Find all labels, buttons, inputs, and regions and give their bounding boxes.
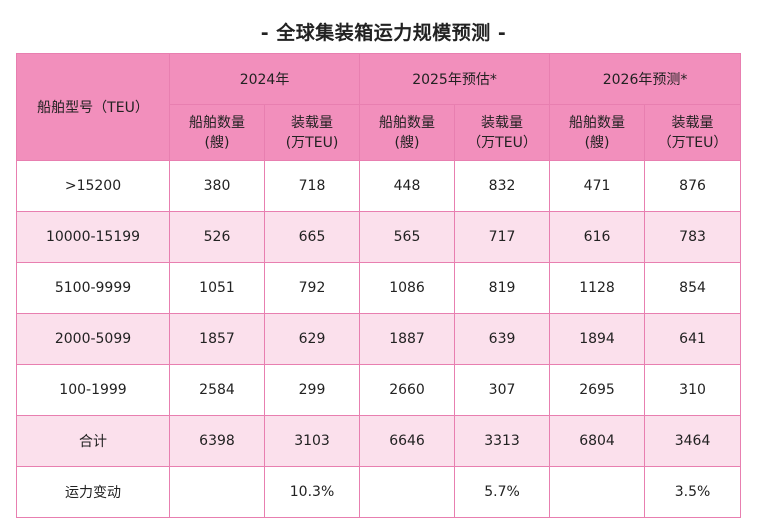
metric-header-line2: （万TEU）: [467, 134, 537, 151]
table-cell: 1894: [549, 313, 646, 365]
table-row: 10000-15199 526 665 565 717 616 783: [16, 211, 742, 263]
row-label: 合计: [16, 415, 170, 467]
table-cell: 718: [263, 160, 361, 212]
metric-header: 装载量 （万TEU）: [454, 104, 551, 161]
table-cell: 3.5%: [644, 466, 742, 518]
metric-header-line2: (万TEU): [285, 134, 339, 151]
table-cell: 1128: [549, 262, 646, 314]
table-cell: 310: [644, 364, 742, 416]
metric-header-line2: (艘): [394, 134, 420, 151]
table-cell: 307: [454, 364, 551, 416]
table-cell: 299: [263, 364, 361, 416]
metric-header: 船舶数量 (艘): [549, 104, 646, 161]
capacity-table: 船舶型号（TEU） 2024年 2025年预估* 2026年预测* 船舶数量 (艘…: [16, 53, 742, 518]
table-cell: 565: [359, 211, 456, 263]
table-cell: 854: [644, 262, 742, 314]
table-cell: 832: [454, 160, 551, 212]
row-header-label: 船舶型号（TEU）: [16, 53, 170, 161]
table-cell: 1051: [169, 262, 265, 314]
table-row: 100-1999 2584 299 2660 307 2695 310: [16, 364, 742, 416]
table-cell: 1887: [359, 313, 456, 365]
row-label: >15200: [16, 160, 170, 212]
table-cell: 471: [549, 160, 646, 212]
table-cell: 819: [454, 262, 551, 314]
metric-header: 装载量 (万TEU): [263, 104, 361, 161]
table-cell: 3313: [454, 415, 551, 467]
table-cell: 629: [263, 313, 361, 365]
year-header: 2025年预估*: [359, 53, 551, 105]
table-cell: 717: [454, 211, 551, 263]
table-cell: 1086: [359, 262, 456, 314]
metric-header-line1: 船舶数量: [569, 114, 626, 131]
total-row: 合计 6398 3103 6646 3313 6804 3464: [16, 415, 742, 467]
table-cell: 2695: [549, 364, 646, 416]
table-cell: 526: [169, 211, 265, 263]
header-row-metrics: 船舶数量 (艘) 装载量 (万TEU) 船舶数量 (艘) 装载量 （万TEU） 船舶数量…: [17, 104, 742, 161]
row-label: 运力变动: [16, 466, 170, 518]
change-row: 运力变动 10.3% 5.7% 3.5%: [16, 466, 742, 518]
metric-header-line2: (艘): [584, 134, 610, 151]
metric-header-line1: 装载量: [671, 114, 714, 131]
metric-header-line2: （万TEU）: [657, 134, 728, 151]
table-cell: 2660: [359, 364, 456, 416]
row-label: 5100-9999: [16, 262, 170, 314]
row-label: 10000-15199: [16, 211, 170, 263]
metric-header-line1: 装载量: [481, 114, 524, 131]
table-cell: 616: [549, 211, 646, 263]
year-header: 2024年: [168, 53, 361, 105]
row-label: 2000-5099: [16, 313, 170, 365]
year-header: 2026年预测*: [549, 53, 742, 105]
row-label: 100-1999: [16, 364, 170, 416]
metric-header-line1: 船舶数量: [379, 114, 436, 131]
page-title: - 全球集装箱运力规模预测 -: [260, 22, 507, 44]
table-cell: 783: [644, 211, 742, 263]
metric-header: 船舶数量 (艘): [169, 104, 265, 161]
header-row-years: 船舶型号（TEU） 2024年 2025年预估* 2026年预测*: [16, 53, 742, 161]
table-cell: 5.7%: [454, 466, 551, 518]
table-cell: 6398: [169, 415, 265, 467]
table-cell: 1857: [169, 313, 265, 365]
table-cell: 641: [644, 313, 742, 365]
table-cell: 792: [263, 262, 361, 314]
table-cell: [169, 466, 265, 518]
table-cell: 6804: [549, 415, 646, 467]
table-cell: 6646: [359, 415, 456, 467]
table-cell: 10.3%: [263, 466, 361, 518]
metric-header-line1: 装载量: [291, 114, 333, 131]
table-cell: 876: [644, 160, 742, 212]
table-cell: 380: [169, 160, 265, 212]
table-row: 2000-5099 1857 629 1887 639 1894 641: [16, 313, 742, 365]
table-cell: [549, 466, 646, 518]
metric-header-line2: (艘): [204, 134, 230, 151]
metric-header: 船舶数量 (艘): [359, 104, 456, 161]
table-row: 5100-9999 1051 792 1086 819 1128 854: [16, 262, 742, 314]
table-cell: 3464: [644, 415, 742, 467]
table-cell: 3103: [263, 415, 361, 467]
table-cell: 639: [454, 313, 551, 365]
metric-header-line1: 船舶数量: [189, 114, 245, 131]
table-cell: [359, 466, 456, 518]
table-cell: 448: [359, 160, 456, 212]
metric-header: 装载量 （万TEU）: [644, 104, 742, 161]
table-row: >15200 380 718 448 832 471 876: [16, 160, 742, 212]
table-cell: 665: [263, 211, 361, 263]
table-cell: 2584: [169, 364, 265, 416]
